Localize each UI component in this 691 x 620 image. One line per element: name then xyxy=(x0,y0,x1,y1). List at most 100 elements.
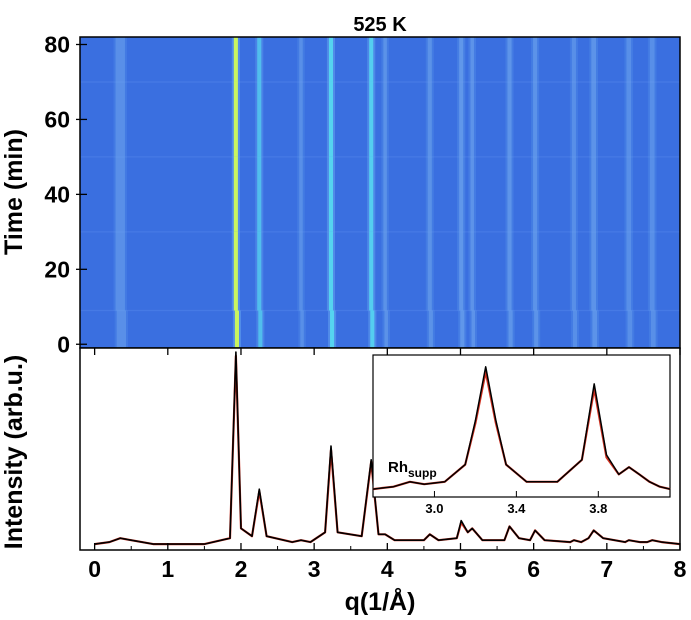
heatmap-band xyxy=(459,81,464,157)
heatmap-band-halo xyxy=(506,310,515,348)
spectrum-x-tick-label: 2 xyxy=(235,556,248,582)
heatmap-band xyxy=(571,37,576,82)
heatmap-y-tick-label: 60 xyxy=(44,106,70,132)
heatmap-band xyxy=(649,37,655,82)
spectrum-x-tick-label: 7 xyxy=(600,556,613,582)
heatmap-band xyxy=(299,81,303,157)
heatmap-band xyxy=(383,37,387,82)
heatmap-band-halo xyxy=(625,310,635,348)
heatmap-band-halo xyxy=(532,310,541,348)
heatmap-band-halo xyxy=(381,156,389,232)
heatmap-band xyxy=(233,156,238,232)
heatmap-band-halo xyxy=(425,81,434,157)
heatmap-band xyxy=(257,81,262,157)
heatmap-band-halo xyxy=(531,231,540,311)
heatmap-y-tick-label: 0 xyxy=(57,331,70,357)
heatmap-band-halo xyxy=(590,310,600,348)
heatmap-y-tick-label: 80 xyxy=(44,31,70,57)
heatmap-band xyxy=(427,37,432,82)
heatmap-band xyxy=(383,156,387,232)
heatmap-band xyxy=(470,81,474,157)
heatmap-band-halo xyxy=(624,156,634,232)
heatmap-band-halo xyxy=(531,156,540,232)
spectrum-x-tick-label: 5 xyxy=(454,556,467,582)
heatmap-band-halo xyxy=(425,156,434,232)
heatmap-band xyxy=(328,156,334,232)
heatmap-band xyxy=(233,231,238,311)
heatmap-band xyxy=(649,81,655,157)
chart-title: 525 K xyxy=(353,14,407,36)
heatmap-band xyxy=(299,37,303,82)
heatmap-band xyxy=(533,81,538,157)
heatmap-band xyxy=(650,310,656,348)
heatmap-band-halo xyxy=(624,231,634,311)
heatmap-band xyxy=(328,81,334,157)
heatmap-band-halo xyxy=(505,156,514,232)
heatmap-band xyxy=(459,231,464,311)
inset-x-tick-label: 3.0 xyxy=(425,501,443,516)
heatmap-y-tick-label: 20 xyxy=(44,256,70,282)
spectrum-y-axis-label: Intensity (arb.u.) xyxy=(0,355,28,549)
inset-annotation: Rhsupp xyxy=(388,459,437,480)
heatmap-band xyxy=(649,231,655,311)
heatmap-band xyxy=(427,81,432,157)
heatmap-band-halo xyxy=(505,81,514,157)
heatmap-band-halo xyxy=(505,231,514,311)
heatmap-band xyxy=(330,310,335,348)
heatmap-band xyxy=(507,231,512,311)
heatmap-band xyxy=(592,310,598,348)
heatmap-band xyxy=(328,231,334,311)
heatmap-band xyxy=(383,81,387,157)
heatmap-band-halo xyxy=(113,37,127,82)
heatmap-band xyxy=(591,37,596,82)
heatmap-band xyxy=(459,37,464,82)
heatmap-band xyxy=(470,231,474,311)
heatmap-band xyxy=(571,81,576,157)
heatmap-band xyxy=(233,37,238,82)
inset-panel: 3.0 3.4 3.8 Rhsupp xyxy=(372,354,671,516)
heatmap-band xyxy=(626,37,632,82)
heatmap-band xyxy=(507,37,512,82)
heatmap-band-halo xyxy=(381,231,389,311)
heatmap-band xyxy=(427,156,432,232)
heatmap-band xyxy=(115,81,125,157)
heatmap-band xyxy=(369,81,374,157)
heatmap-band-halo xyxy=(113,231,127,311)
heatmap-band-halo xyxy=(469,310,478,348)
heatmap-band-halo xyxy=(425,231,434,311)
heatmap-band xyxy=(534,310,539,348)
heatmap-band xyxy=(571,156,576,232)
heatmap-background xyxy=(80,37,680,348)
inset-series-line xyxy=(372,366,671,490)
heatmap-band xyxy=(533,231,538,311)
heatmap-band-halo xyxy=(569,37,578,82)
heatmap-band xyxy=(626,156,632,232)
heatmap-band-halo xyxy=(531,37,540,82)
heatmap-band-halo xyxy=(468,156,476,232)
heatmap-band xyxy=(471,310,476,348)
heatmap-band xyxy=(369,231,374,311)
inset-annotation-subscript: supp xyxy=(408,466,437,480)
heatmap-band xyxy=(370,310,375,348)
heatmap-band-halo xyxy=(569,81,578,157)
inset-annotation-main: Rh xyxy=(388,459,408,476)
heatmap-band-halo xyxy=(505,37,514,82)
spectrum-x-axis-label: q(1/Å) xyxy=(345,587,416,616)
heatmap-band-halo xyxy=(589,156,598,232)
heatmap-band-halo xyxy=(468,81,476,157)
heatmap-band-halo xyxy=(624,37,634,82)
heatmap-band-halo xyxy=(297,37,305,82)
heatmap-band xyxy=(626,231,632,311)
heatmap-band xyxy=(508,310,513,348)
heatmap-band-halo xyxy=(647,81,657,157)
heatmap-band xyxy=(257,231,262,311)
heatmap-y-tick-label: 40 xyxy=(44,181,70,207)
heatmap-band xyxy=(507,156,512,232)
heatmap-band-halo xyxy=(468,37,476,82)
heatmap-band-halo xyxy=(382,310,390,348)
heatmap-band xyxy=(258,310,263,348)
heatmap-band xyxy=(116,310,127,348)
heatmap-band xyxy=(384,310,388,348)
inset-x-tick-label: 3.8 xyxy=(589,501,607,516)
heatmap-band xyxy=(428,310,433,348)
